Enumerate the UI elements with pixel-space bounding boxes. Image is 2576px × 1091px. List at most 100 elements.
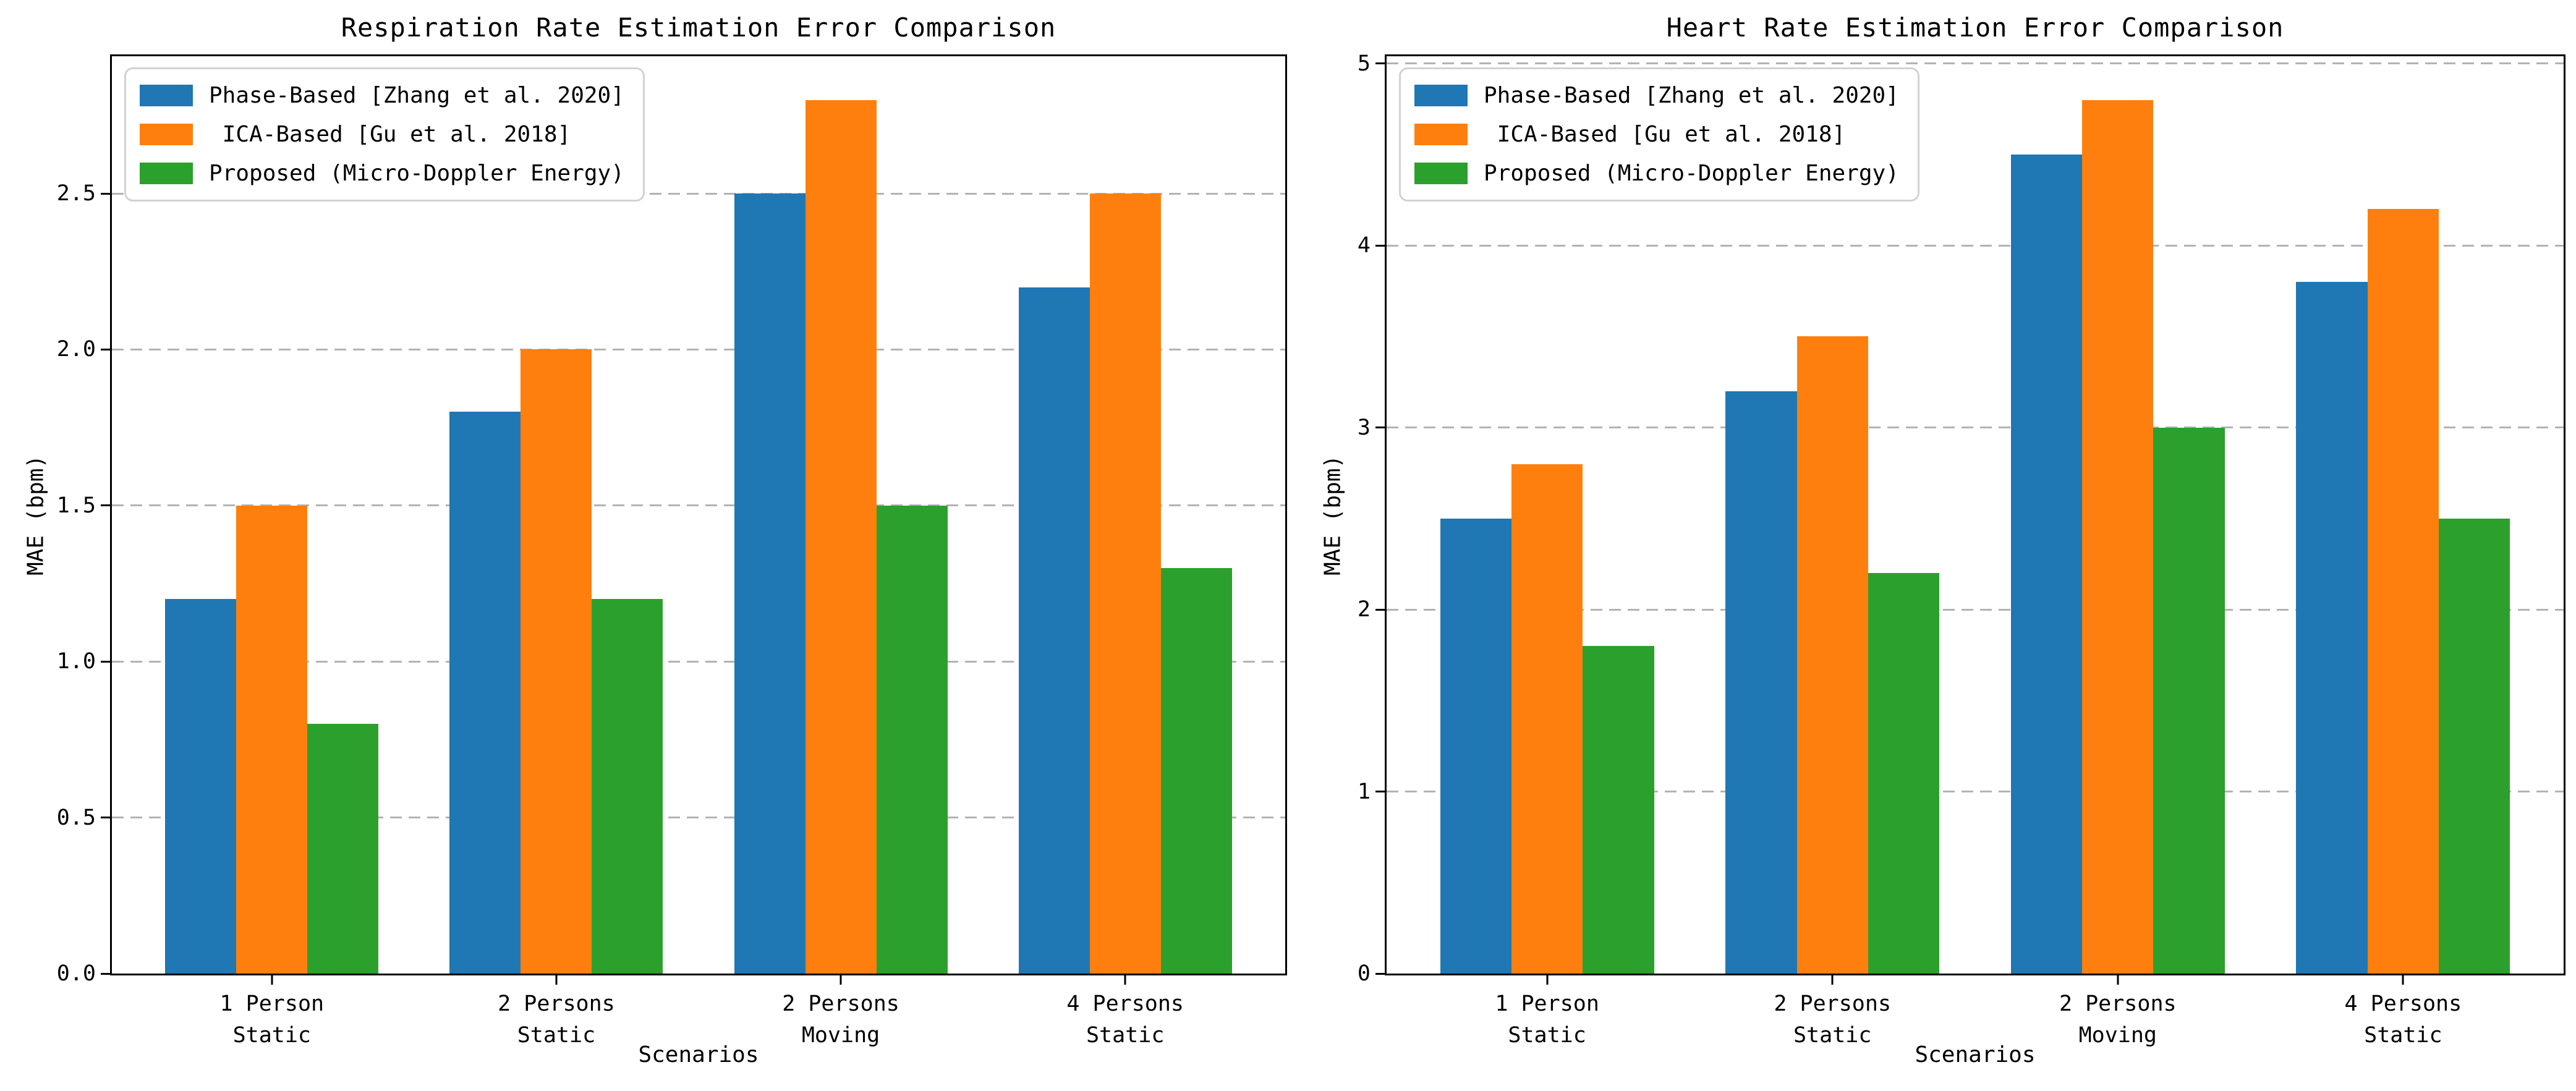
legend-swatch (1414, 85, 1468, 106)
legend-swatch (140, 85, 193, 106)
y-tick-label: 2 (1357, 597, 1371, 622)
bar (307, 724, 379, 974)
bar (2082, 100, 2154, 974)
bar (1511, 464, 1583, 974)
legend-item: ICA-Based [Gu et al. 2018] (1414, 122, 1899, 147)
gridline-y-2.5 (112, 192, 1285, 195)
bar (521, 349, 592, 974)
bar (1440, 518, 1511, 974)
legend-item: Phase-Based [Zhang et al. 2020] (140, 83, 624, 108)
bar (592, 599, 663, 974)
legend: Phase-Based [Zhang et al. 2020] ICA-Base… (124, 67, 645, 202)
y-tick-mark (1375, 244, 1385, 247)
legend-swatch (1414, 124, 1468, 145)
gridline-y-1.5 (112, 504, 1285, 507)
x-tick-label: 1 Person Static (219, 991, 325, 1048)
x-tick-mark (2402, 975, 2404, 985)
legend-swatch (1414, 163, 1468, 184)
gridline-y-1.0 (112, 660, 1285, 663)
bar (805, 100, 877, 974)
bar (876, 505, 948, 974)
x-tick-mark (1124, 975, 1126, 985)
bar (734, 193, 806, 974)
y-tick-mark (101, 504, 110, 507)
y-tick-mark (101, 972, 110, 975)
y-tick-mark (1375, 62, 1385, 65)
y-tick-label: 4 (1357, 233, 1371, 258)
y-tick-label: 0 (1357, 961, 1371, 986)
y-tick-mark (101, 660, 110, 663)
legend-label: ICA-Based [Gu et al. 2018] (1484, 122, 1846, 147)
x-tick-label: 2 Persons Static (498, 991, 615, 1048)
y-tick-label: 1.0 (56, 649, 96, 674)
gridline-y-2 (1387, 608, 2564, 611)
bar (2439, 518, 2510, 974)
x-tick-mark (840, 975, 842, 985)
legend: Phase-Based [Zhang et al. 2020] ICA-Base… (1399, 67, 1919, 202)
x-tick-mark (1831, 975, 1834, 985)
x-tick-label: 4 Persons Static (2344, 991, 2462, 1048)
y-axis-label: MAE (bpm) (1320, 454, 1346, 575)
bar (2296, 282, 2368, 974)
bar (2153, 427, 2225, 974)
y-tick-label: 2.5 (56, 181, 96, 206)
chart-title-heart-rate: Heart Rate Estimation Error Comparison (1666, 12, 2284, 43)
chart-title-respiration: Respiration Rate Estimation Error Compar… (341, 12, 1056, 43)
x-tick-mark (271, 975, 273, 985)
y-tick-label: 3 (1357, 415, 1371, 440)
y-tick-mark (101, 192, 110, 195)
bar (2367, 209, 2439, 974)
x-tick-mark (555, 975, 558, 985)
x-tick-label: 4 Persons Static (1066, 991, 1184, 1048)
bar (1583, 646, 1654, 974)
y-tick-mark (1375, 972, 1385, 975)
x-tick-label: 1 Person Static (1495, 991, 1599, 1048)
gridline-y-5 (1387, 62, 2564, 65)
bar (1725, 391, 1797, 974)
x-tick-label: 2 Persons Static (1774, 991, 1892, 1048)
y-tick-mark (1375, 791, 1385, 793)
legend-item: Proposed (Micro-Doppler Energy) (140, 161, 624, 186)
bar (449, 412, 521, 974)
y-tick-label: 0.5 (56, 805, 96, 830)
x-axis-label: Scenarios (638, 1042, 759, 1068)
gridline-y-4 (1387, 244, 2564, 247)
legend-item: Proposed (Micro-Doppler Energy) (1414, 161, 1899, 186)
y-tick-mark (101, 817, 110, 819)
legend-swatch (140, 163, 193, 184)
x-tick-label: 2 Persons Moving (2059, 991, 2177, 1048)
bar (236, 505, 308, 974)
bar (1160, 567, 1232, 974)
y-tick-mark (1375, 427, 1385, 429)
bar (1796, 336, 1868, 974)
x-tick-mark (2117, 975, 2119, 985)
gridline-y-2.0 (112, 348, 1285, 350)
legend-label: Proposed (Micro-Doppler Energy) (1484, 161, 1899, 186)
y-tick-label: 2.0 (56, 337, 96, 362)
plot-area-heart-rate: 0 1 2 3 4 5 1 Person Static 2 Persons Static 2 P… (1358, 51, 2565, 1048)
legend-swatch (140, 124, 193, 145)
bar (1018, 287, 1090, 974)
x-axis-label: Scenarios (1915, 1042, 2036, 1068)
gridline-y-3 (1387, 427, 2564, 429)
y-tick-label: 0.0 (56, 961, 96, 986)
y-tick-label: 1 (1357, 779, 1371, 804)
bar (2010, 155, 2083, 974)
legend-label: Phase-Based [Zhang et al. 2020] (209, 83, 624, 108)
gridline-y-0.5 (112, 817, 1285, 819)
y-tick-label: 1.5 (56, 493, 96, 518)
x-tick-mark (1546, 975, 1549, 985)
gridline-y-1 (1387, 791, 2564, 793)
y-tick-mark (101, 348, 110, 350)
legend-label: Phase-Based [Zhang et al. 2020] (1484, 83, 1899, 108)
bar (165, 599, 237, 974)
bar (1089, 193, 1161, 974)
y-tick-mark (1375, 608, 1385, 611)
legend-label: Proposed (Micro-Doppler Energy) (209, 161, 624, 186)
plot-area-respiration: 0.0 0.5 1.0 1.5 2.0 2.5 1 Person Static 2 Perso… (57, 54, 1287, 1048)
legend-item: Phase-Based [Zhang et al. 2020] (1414, 83, 1899, 108)
legend-label: ICA-Based [Gu et al. 2018] (209, 122, 571, 147)
